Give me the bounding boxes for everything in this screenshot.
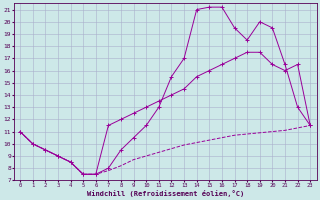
X-axis label: Windchill (Refroidissement éolien,°C): Windchill (Refroidissement éolien,°C) (86, 190, 244, 197)
